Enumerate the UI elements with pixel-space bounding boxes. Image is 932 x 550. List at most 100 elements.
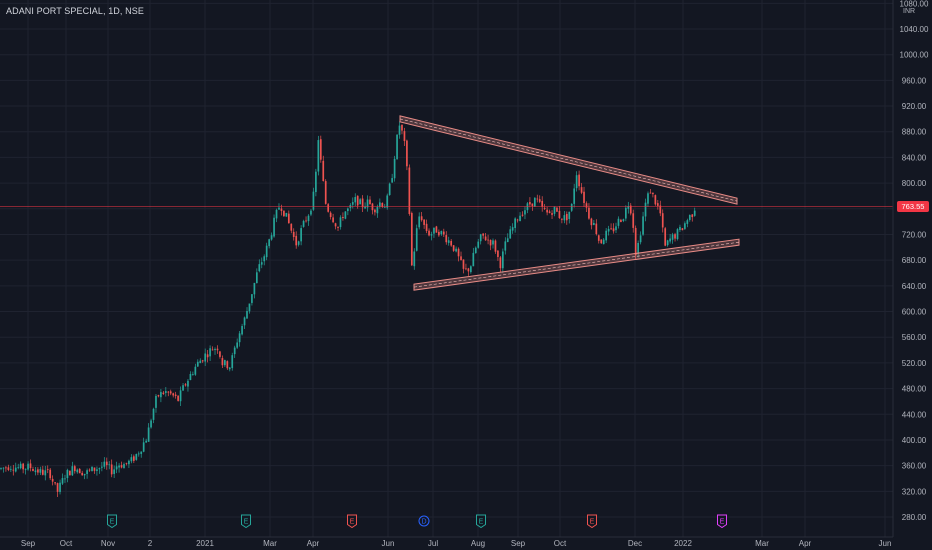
candle-body xyxy=(334,223,337,227)
time-tick-label: Nov xyxy=(101,539,115,548)
candle xyxy=(120,461,123,469)
candle-body xyxy=(12,469,15,471)
candle xyxy=(164,387,167,397)
price-tick-label: 800.00 xyxy=(902,179,927,188)
candle xyxy=(401,124,403,135)
candle-body xyxy=(445,235,448,243)
candle xyxy=(602,237,605,245)
candle-body xyxy=(351,202,354,205)
trendline-lower xyxy=(413,238,740,291)
candle xyxy=(125,462,128,466)
candle xyxy=(174,391,177,399)
candle-body xyxy=(629,205,632,214)
candle-body xyxy=(66,469,69,479)
candle-body xyxy=(32,469,34,471)
candle xyxy=(7,464,10,472)
candle xyxy=(622,218,625,223)
candle xyxy=(204,348,207,367)
candles xyxy=(0,121,696,497)
candle-body xyxy=(88,469,91,471)
candle xyxy=(93,467,96,474)
candle xyxy=(96,466,98,476)
trendlines[interactable] xyxy=(399,115,740,291)
candle-body xyxy=(329,212,332,218)
symbol-legend[interactable]: ADANI PORT SPECIAL, 1D, NSE xyxy=(6,6,144,16)
candle xyxy=(654,194,657,206)
price-axis[interactable] xyxy=(893,0,932,550)
candle xyxy=(410,211,413,267)
trendline-band xyxy=(399,115,738,205)
candle-body xyxy=(19,463,22,469)
candle-body xyxy=(593,222,595,225)
candle-body xyxy=(93,467,96,471)
candle xyxy=(627,201,630,214)
candle xyxy=(489,239,492,251)
candle-body xyxy=(255,272,258,284)
candle xyxy=(573,183,576,208)
candle-body xyxy=(332,217,334,223)
candle-body xyxy=(29,463,32,469)
candle xyxy=(580,183,583,195)
candle xyxy=(64,474,66,483)
candle xyxy=(332,213,334,224)
candle xyxy=(307,214,310,226)
candle-body xyxy=(125,462,128,464)
candle-body xyxy=(504,241,507,251)
candle xyxy=(142,437,145,453)
candle-body xyxy=(460,256,462,261)
candle xyxy=(551,210,553,220)
candle xyxy=(693,207,696,217)
candle xyxy=(425,219,428,234)
event-marker: E xyxy=(241,514,251,529)
price-tick-label: 600.00 xyxy=(902,308,927,317)
candle xyxy=(479,233,482,245)
candle-body xyxy=(56,483,59,492)
candle-body xyxy=(27,463,29,470)
candle-body xyxy=(280,208,283,211)
time-axis[interactable] xyxy=(0,537,893,550)
candle xyxy=(688,214,691,222)
candle-body xyxy=(189,374,192,381)
candle-body xyxy=(120,465,123,468)
candle xyxy=(265,242,268,261)
candle xyxy=(558,206,561,219)
candle xyxy=(487,234,489,245)
candle xyxy=(374,208,376,216)
candle xyxy=(157,394,160,398)
candle xyxy=(509,225,512,239)
candle xyxy=(24,468,27,475)
price-tick-label: 1000.00 xyxy=(900,51,929,60)
candle xyxy=(214,347,216,355)
candle xyxy=(536,194,539,203)
candle xyxy=(457,247,460,262)
candle-body xyxy=(69,470,71,476)
event-marker: E xyxy=(587,514,597,529)
price-tick-label: 920.00 xyxy=(902,102,927,111)
candle xyxy=(438,229,440,237)
candle xyxy=(423,219,425,229)
time-tick-label: Apr xyxy=(307,539,320,548)
candle xyxy=(5,465,7,472)
candle xyxy=(268,238,270,249)
price-tick-label: 360.00 xyxy=(902,462,927,471)
candle xyxy=(472,247,475,267)
candle-body xyxy=(172,393,175,396)
candle-body xyxy=(113,469,116,474)
candle xyxy=(56,482,59,497)
candle-body xyxy=(551,213,553,215)
candle xyxy=(492,238,494,249)
candle-body xyxy=(570,203,573,211)
candle xyxy=(287,210,290,224)
price-tick-label: 440.00 xyxy=(902,410,927,419)
candle-body xyxy=(46,469,49,471)
candle-body xyxy=(688,214,691,220)
candle xyxy=(442,228,445,238)
candle xyxy=(260,257,263,269)
candle-body xyxy=(624,207,627,219)
candle-body xyxy=(278,207,280,210)
candle-body xyxy=(622,219,625,222)
candle xyxy=(216,345,219,354)
candle-body xyxy=(595,223,598,235)
